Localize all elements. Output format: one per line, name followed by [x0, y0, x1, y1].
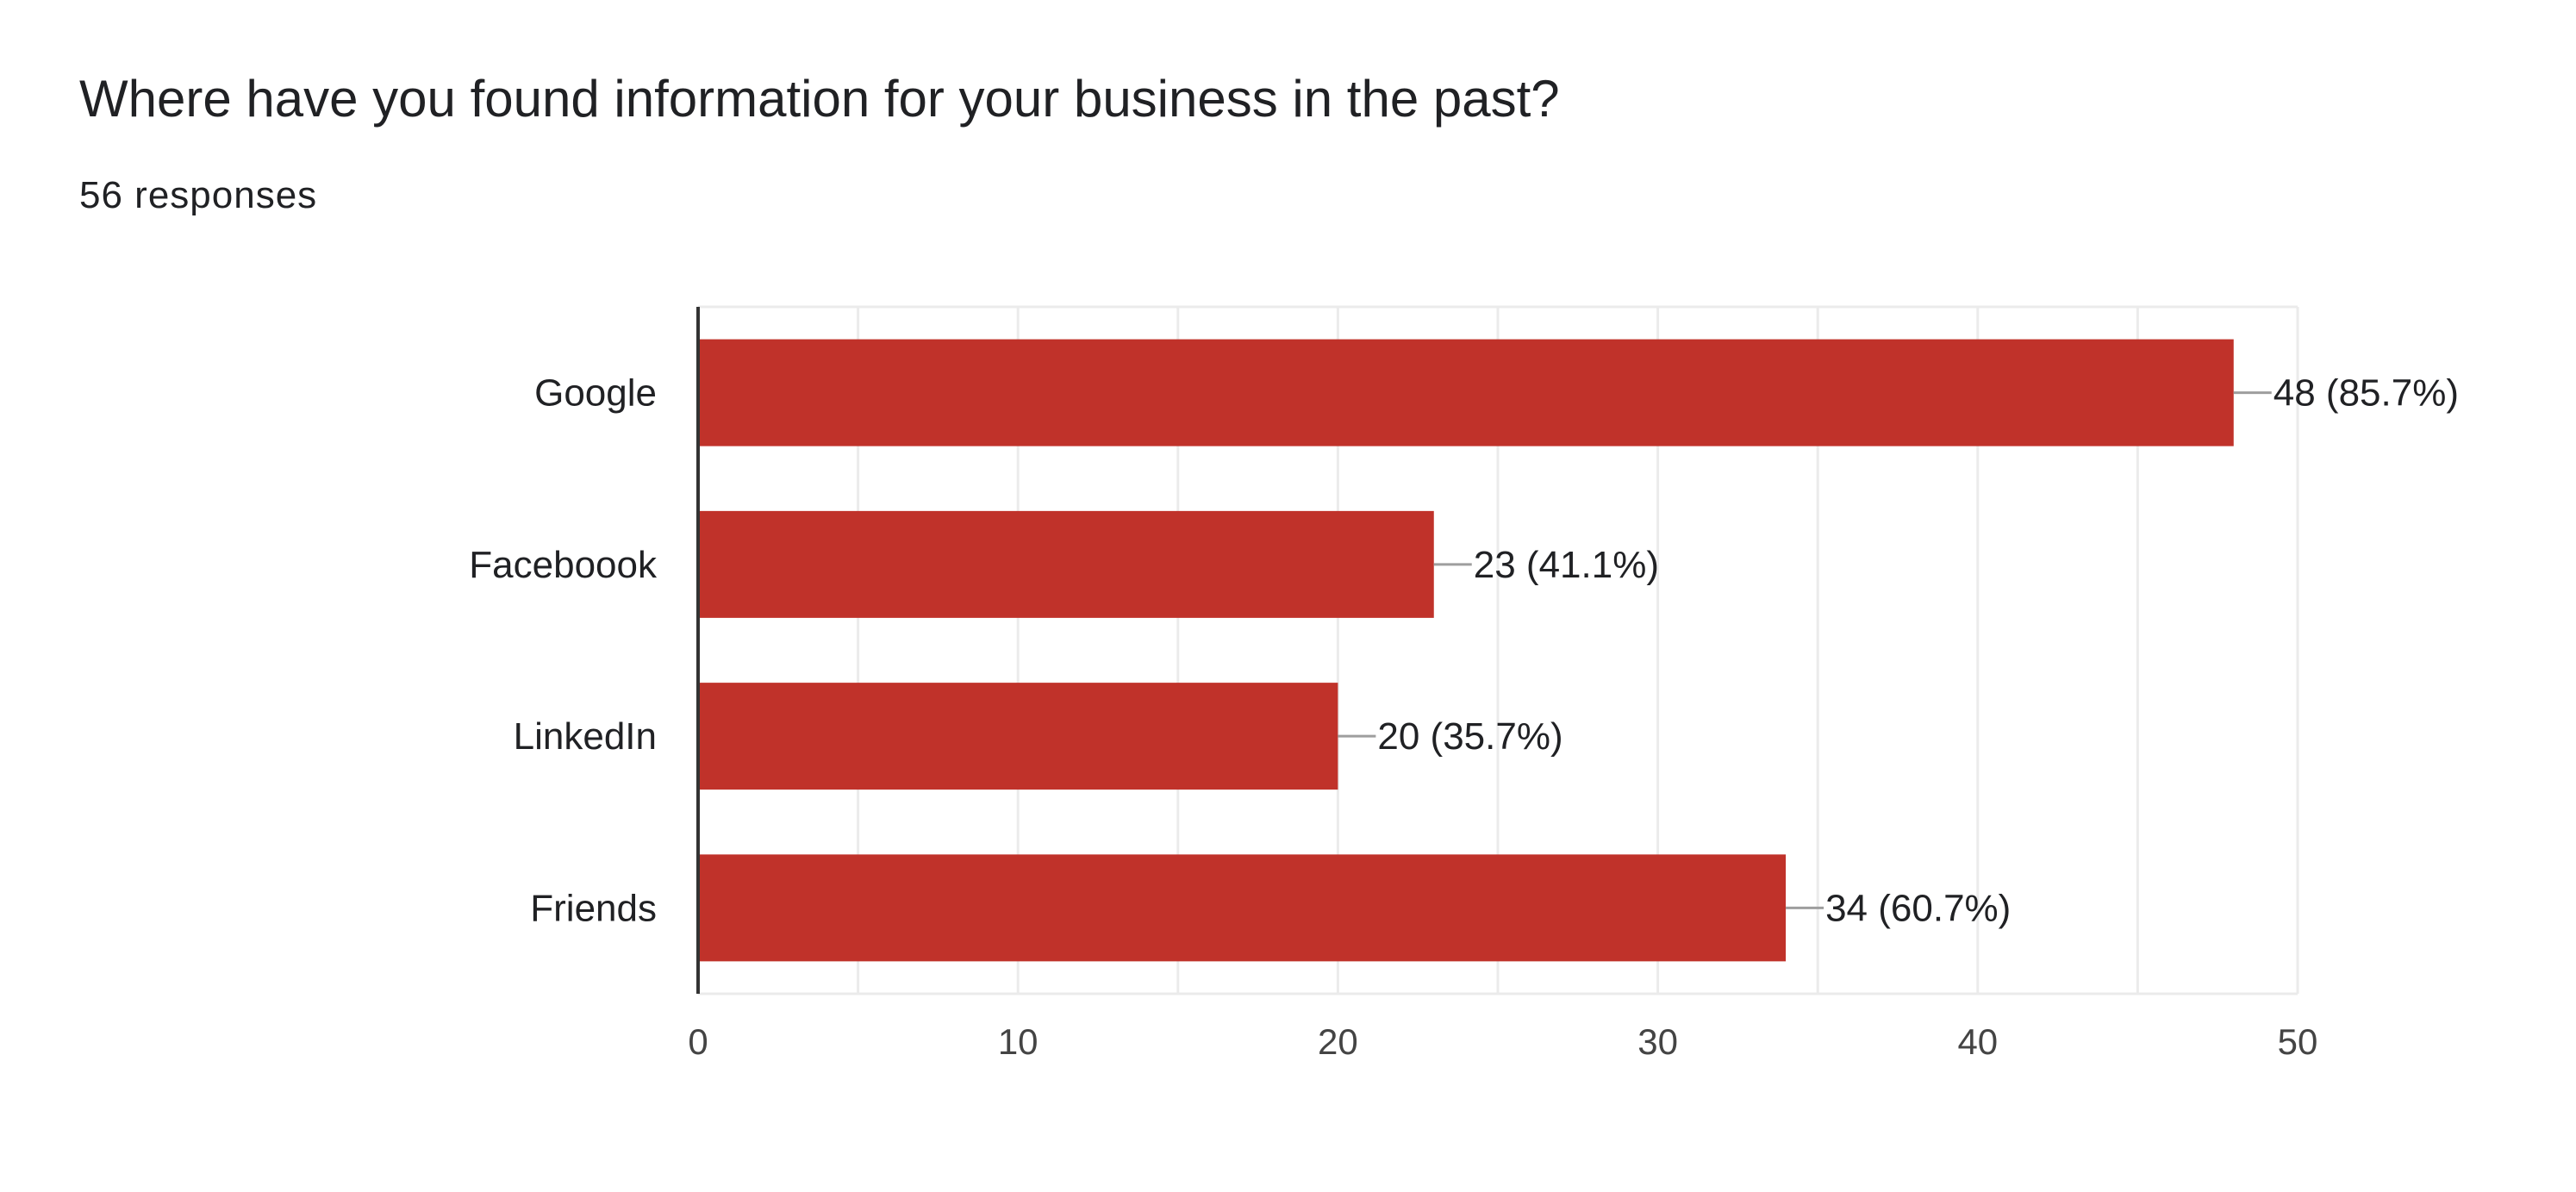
data-label: 23 (41.1%) [1474, 544, 1659, 586]
response-count: 56 responses [79, 174, 318, 216]
bar [698, 510, 1434, 618]
category-label: Friends [530, 887, 657, 929]
category-label: Google [534, 372, 657, 415]
x-tick-label: 40 [1957, 1021, 1998, 1062]
x-tick-label: 10 [998, 1021, 1039, 1062]
question-title: Where have you found information for you… [79, 70, 1560, 128]
data-label: 34 (60.7%) [1825, 887, 2011, 929]
category-label: Faceboook [469, 544, 658, 586]
data-label: 48 (85.7%) [2273, 372, 2459, 415]
data-label: 20 (35.7%) [1377, 715, 1562, 758]
x-tick-label: 20 [1318, 1021, 1358, 1062]
x-tick-label: 30 [1637, 1021, 1678, 1062]
category-label: LinkedIn [514, 715, 657, 758]
bar [698, 854, 1787, 962]
bar [698, 683, 1338, 790]
bar [698, 339, 2234, 446]
x-tick-label: 50 [2278, 1021, 2318, 1062]
x-tick-label: 0 [688, 1021, 708, 1062]
